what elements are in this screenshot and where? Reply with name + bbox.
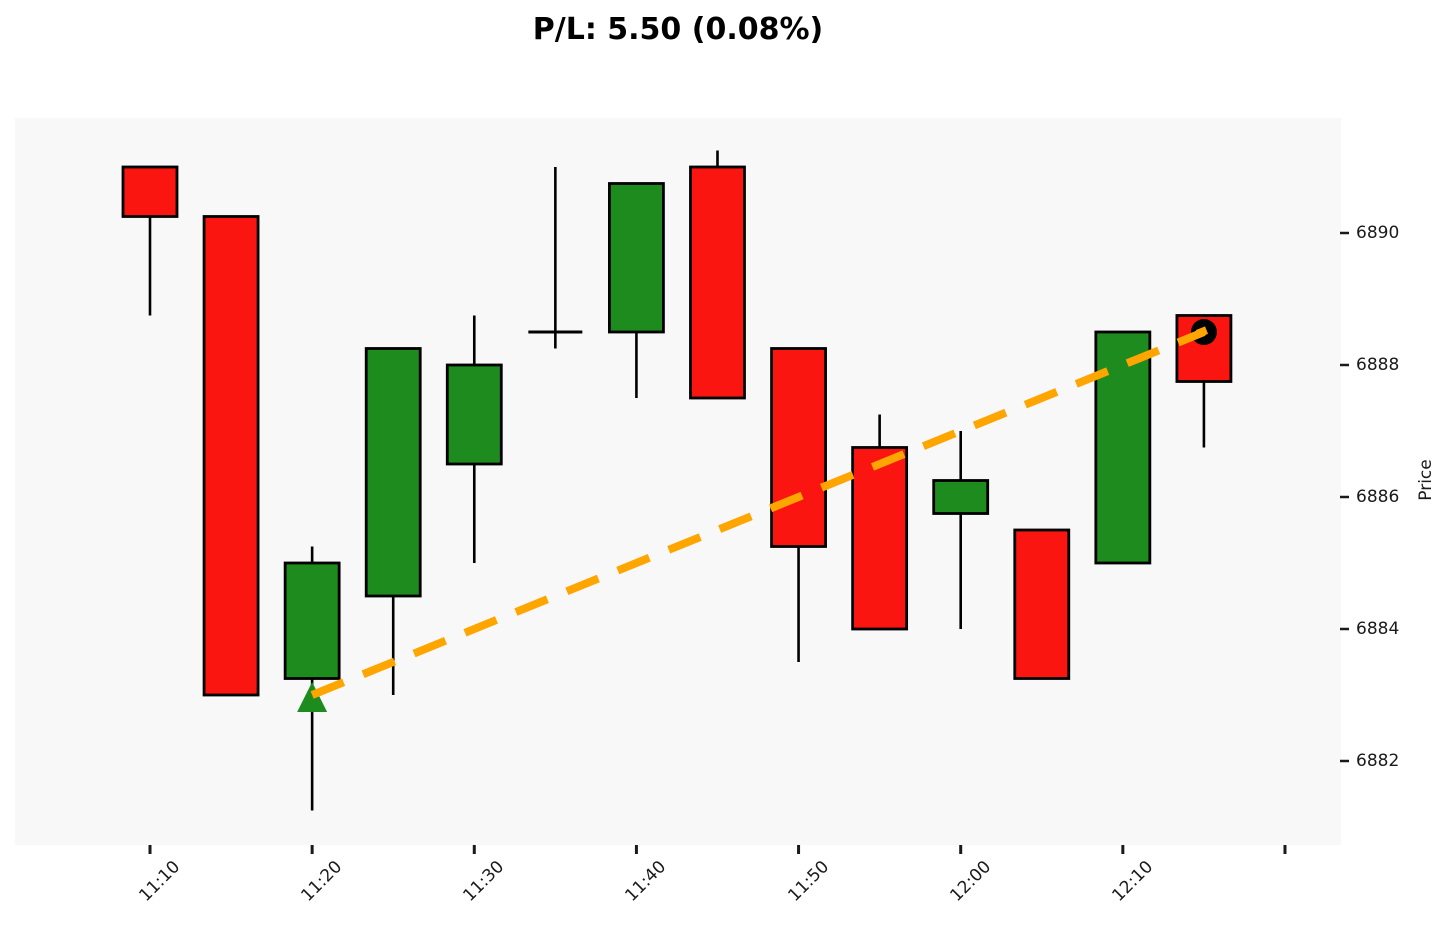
candle-11:40 [608,182,665,398]
candle-body [1013,528,1071,680]
y-axis-title: Price [1416,459,1436,501]
trade-line [310,328,1206,699]
candle-12:00 [932,431,990,629]
candle-11:35 [528,167,583,349]
candle-body [689,165,746,400]
candle-body [608,182,665,334]
candle-body [121,165,179,218]
candle-body [283,561,341,680]
candle-11:10 [121,165,179,316]
candle-body [1094,330,1152,565]
y-tick-label: 6882 [1356,751,1400,771]
chart-title: P/L: 5.50 (0.08%) [532,12,824,47]
candle-11:50 [770,347,827,662]
candle-11:30 [445,315,503,563]
candle-body [932,479,990,515]
candle-11:55 [851,414,909,631]
trade-line-end-dash [1195,326,1209,338]
candle-body [851,446,909,631]
candle-11:45 [689,150,746,400]
candle-body [445,363,503,466]
y-tick-label: 6890 [1356,223,1400,243]
candle-12:10 [1094,330,1152,565]
candle-11:25 [364,347,422,695]
candle-body [364,347,422,598]
y-tick-label: 6884 [1356,619,1400,639]
candle-11:15 [202,215,260,697]
entry-marker-icon [297,682,328,712]
candle-body [202,215,260,697]
candle-body [770,347,827,548]
candle-12:05 [1013,528,1071,680]
candle-11:20 [283,546,341,811]
y-tick-label: 6886 [1356,487,1400,507]
y-tick-label: 6888 [1356,355,1400,375]
